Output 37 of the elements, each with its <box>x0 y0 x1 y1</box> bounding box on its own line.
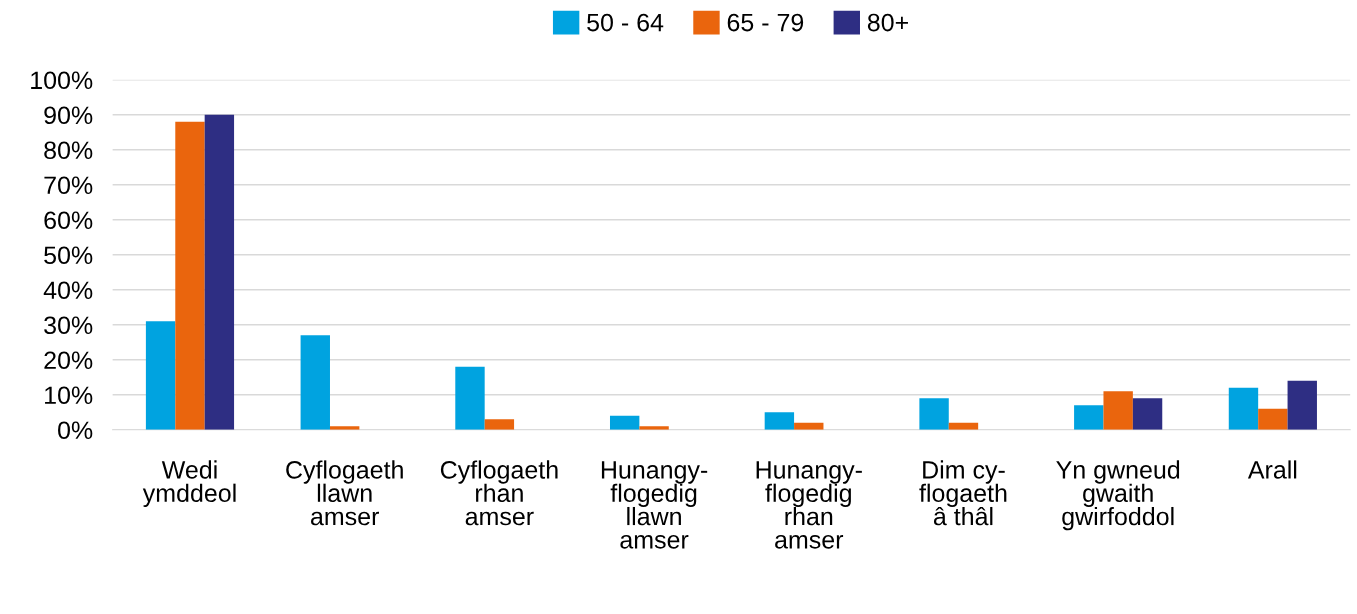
y-tick-label: 80% <box>44 141 93 160</box>
bar <box>1228 387 1259 430</box>
y-tick-label: 10% <box>45 386 93 405</box>
x-tick-label: Cyflogaeth llawn amser <box>286 460 403 526</box>
bar <box>455 366 485 430</box>
legend-label: 80+ <box>867 13 908 32</box>
bar <box>1132 398 1163 430</box>
x-tick-label: Hunangy- flogedig llawn amser <box>601 461 708 549</box>
bar <box>1074 405 1104 430</box>
y-tick-label: 0% <box>58 421 93 440</box>
bar <box>175 121 205 430</box>
y-tick-label: 100% <box>31 71 93 90</box>
y-tick-label: 60% <box>44 211 93 230</box>
bar <box>484 419 515 430</box>
x-tick-label: Arall <box>1247 460 1297 479</box>
legend-label: 65 - 79 <box>727 13 804 32</box>
bar <box>1287 380 1317 430</box>
x-tick-label: Cyflogaeth rhan amser <box>440 460 558 526</box>
y-tick-label: 30% <box>44 316 93 335</box>
bar <box>609 415 640 430</box>
x-tick-label: Dim cy- flogaeth â thâl <box>919 460 1007 526</box>
y-tick-label: 50% <box>44 246 93 265</box>
bar <box>764 412 795 430</box>
x-tick-label: Hunangy- flogedig rhan amser <box>756 461 862 549</box>
y-tick-label: 90% <box>44 106 93 125</box>
bar <box>300 335 330 430</box>
legend-label: 50 - 64 <box>587 13 664 32</box>
x-tick-label: Wedi ymddeol <box>142 460 236 507</box>
bar <box>145 321 176 430</box>
bar <box>1103 391 1133 430</box>
bar <box>919 398 949 430</box>
bar <box>204 114 235 430</box>
x-tick-label: Yn gwneud gwaith gwirfoddol <box>1056 460 1180 531</box>
y-tick-label: 40% <box>43 281 93 300</box>
bar <box>1258 408 1288 430</box>
y-tick-label: 20% <box>44 351 93 370</box>
y-tick-label: 70% <box>44 176 93 195</box>
